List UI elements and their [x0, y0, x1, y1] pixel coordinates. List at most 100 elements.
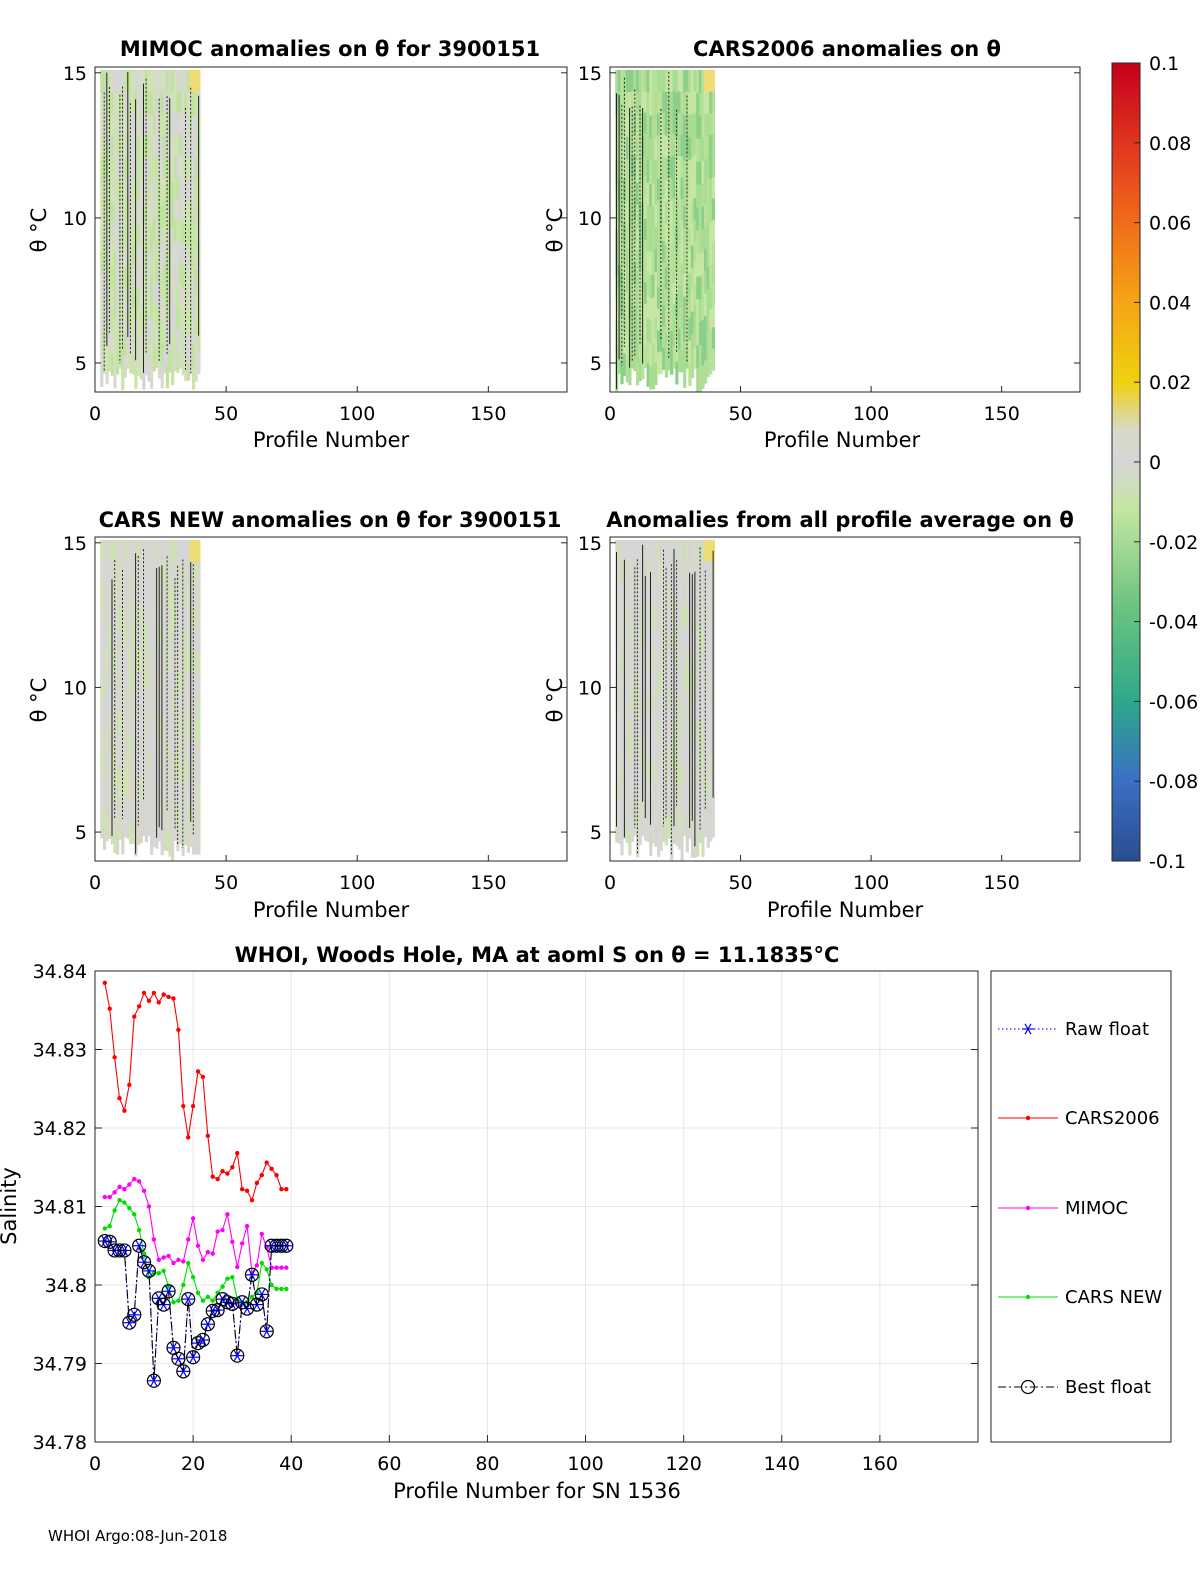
heatmap-cell	[163, 562, 167, 585]
heatmap-cell	[186, 740, 190, 764]
heatmap-cell	[693, 91, 697, 114]
heatmap-cell	[680, 220, 684, 243]
heatmap-cell	[139, 583, 143, 606]
data-point	[215, 1176, 220, 1182]
data-point	[215, 1229, 220, 1234]
heatmap-cell	[168, 630, 172, 654]
x-tick-label: 150	[470, 872, 506, 894]
heatmap-cell	[139, 604, 143, 627]
heatmap-cell	[709, 647, 713, 670]
heatmap-cell	[171, 294, 175, 318]
heatmap-cell	[137, 692, 141, 715]
heatmap-cell	[706, 91, 710, 115]
heatmap-cell	[102, 606, 107, 629]
heatmap-cell	[144, 352, 148, 376]
heatmap-cell	[137, 583, 141, 606]
heatmap-cell	[139, 626, 143, 649]
heatmap-cell	[113, 228, 117, 253]
heatmap-cell	[628, 69, 632, 93]
data-point	[171, 1351, 186, 1366]
heatmap-cell	[623, 69, 627, 93]
heatmap-cell	[646, 690, 650, 713]
heatmap-cell	[659, 539, 663, 563]
heatmap-cell	[173, 539, 177, 562]
heatmap-cell	[636, 362, 640, 386]
heatmap-cell	[696, 562, 700, 586]
heatmap-cell	[701, 320, 705, 344]
heatmap-cell	[186, 247, 190, 270]
panel-cars2006: CARS2006 anomalies on θ 0 50 100 150 51015 …	[543, 37, 1081, 452]
heatmap-cell	[625, 691, 629, 714]
heatmap-cell	[123, 201, 127, 225]
heatmap-cell	[105, 819, 109, 842]
heatmap-cell	[147, 92, 151, 115]
heatmap-cell	[157, 245, 162, 269]
heatmap-cell	[131, 113, 135, 136]
heatmap-cell	[698, 161, 702, 186]
heatmap-cell	[102, 827, 107, 850]
heatmap-cell	[123, 667, 127, 689]
heatmap-cell	[649, 161, 653, 185]
heatmap-cell	[147, 603, 151, 625]
heatmap-cell	[144, 222, 148, 245]
x-ticks: 0 50 100 150	[89, 855, 506, 894]
heatmap-cell	[129, 307, 133, 331]
heatmap-cell	[197, 674, 201, 698]
heatmap-cell	[677, 263, 682, 286]
heatmap-cell	[638, 713, 642, 737]
heatmap-cell	[633, 624, 637, 646]
heatmap-cell	[706, 759, 710, 783]
heatmap-cell	[667, 688, 671, 711]
heatmap-cell	[165, 628, 169, 652]
heatmap-cell	[711, 220, 715, 242]
heatmap-cell	[651, 691, 655, 714]
heatmap-cell	[108, 817, 112, 839]
data-point	[244, 1188, 250, 1194]
heatmap-cell	[171, 182, 175, 206]
heatmap-cell	[165, 695, 169, 718]
heatmap-cell	[123, 624, 127, 647]
heatmap-cell	[657, 652, 661, 677]
heatmap-cell	[688, 561, 692, 584]
heatmap-cell	[116, 562, 120, 586]
data-point	[205, 1133, 211, 1139]
heatmap-cell	[181, 630, 185, 654]
heatmap-cell	[123, 730, 127, 753]
heatmap-cell	[654, 583, 658, 607]
heatmap-cell	[100, 205, 104, 229]
data-point	[230, 1165, 235, 1170]
heatmap-cell	[126, 346, 130, 369]
heatmap-cell	[157, 819, 162, 842]
heatmap-cell	[675, 648, 679, 672]
heatmap-cell	[142, 582, 146, 604]
heatmap-cell	[633, 603, 637, 625]
heatmap-cell	[155, 197, 159, 220]
heatmap-cell	[178, 176, 183, 199]
heatmap-cell	[144, 287, 148, 310]
heatmap-cell	[630, 155, 635, 177]
heatmap-cell	[711, 815, 715, 838]
data-point	[132, 1014, 137, 1019]
heatmap-cell	[116, 539, 120, 563]
heatmap-cell	[110, 91, 114, 115]
heatmap-cell	[662, 262, 666, 285]
heatmap-cell	[150, 92, 154, 116]
heatmap-cell	[701, 811, 705, 835]
data-point	[186, 1237, 191, 1242]
heatmap-cell	[638, 605, 642, 628]
data-point	[161, 992, 166, 997]
heatmap-cell	[670, 352, 674, 375]
heatmap-cell	[171, 137, 175, 161]
heatmap-cell	[157, 201, 162, 225]
heatmap-cell	[683, 273, 687, 298]
heatmap-cell	[704, 645, 708, 668]
heatmap-cell	[163, 606, 167, 629]
heatmap-cell	[657, 833, 661, 857]
heatmap-cell	[116, 629, 120, 653]
heatmap-cell	[171, 745, 175, 770]
heatmap-cell	[102, 91, 107, 114]
heatmap-cell	[688, 115, 692, 139]
heatmap-cell	[186, 225, 190, 248]
heatmap-cell	[108, 263, 112, 286]
data-point	[230, 1348, 245, 1363]
